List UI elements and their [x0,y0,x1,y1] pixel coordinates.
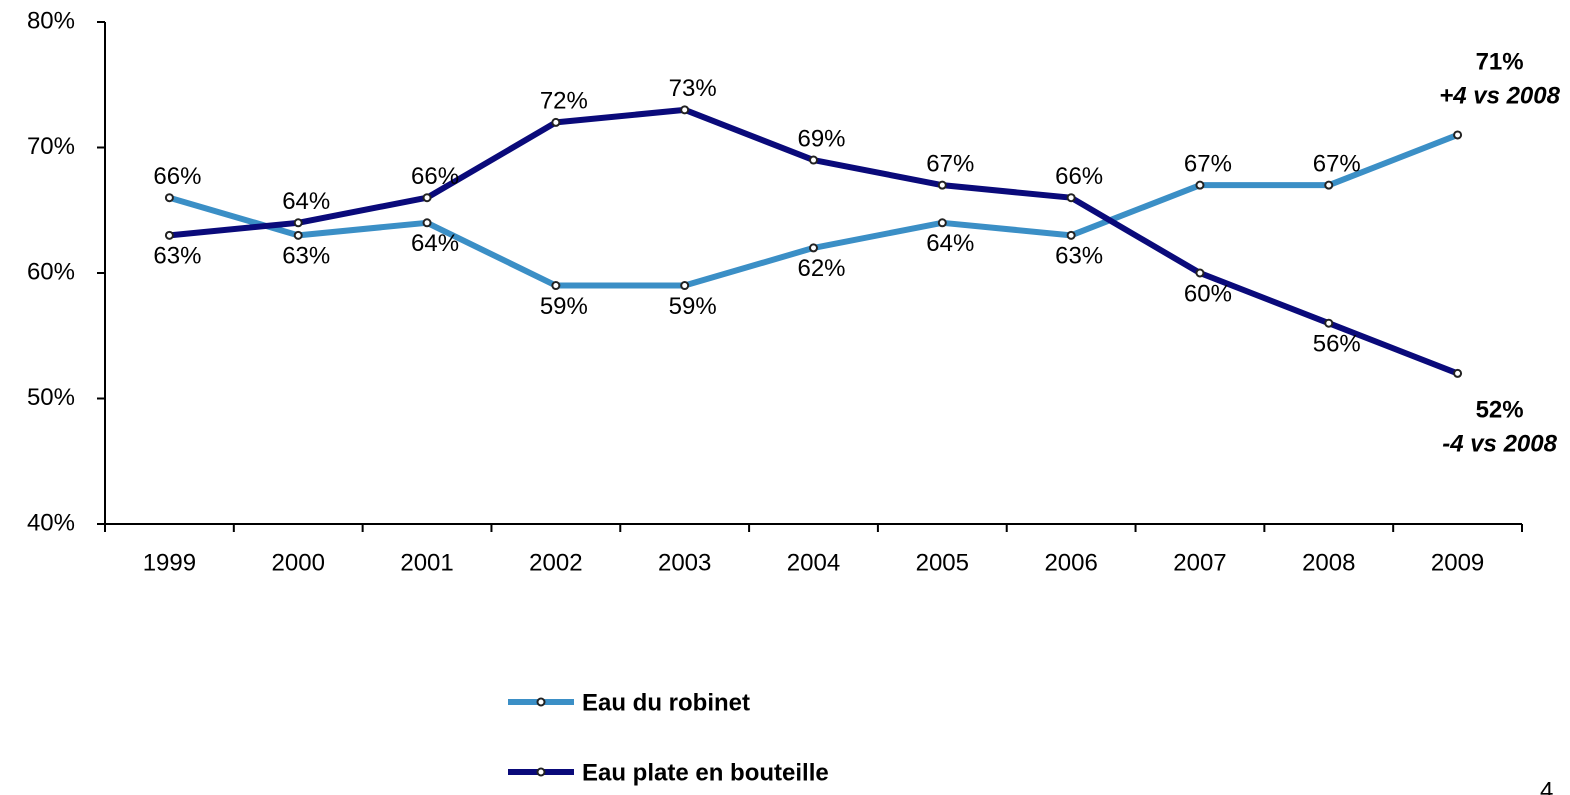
data-label: 67% [926,150,974,177]
x-tick-label: 2002 [529,549,582,576]
data-label: 72% [540,88,588,115]
x-tick-label: 2003 [658,549,711,576]
data-label: 63% [282,243,330,270]
data-label: 59% [669,293,717,320]
legend-label: Eau plate en bouteille [582,759,829,786]
marker [937,180,947,190]
marker [551,281,561,291]
data-label: 66% [153,163,201,190]
marker [680,281,690,291]
marker [293,218,303,228]
marker [1066,193,1076,203]
data-label: 64% [282,188,330,215]
marker [551,117,561,127]
marker [164,193,174,203]
data-label: 67% [1313,150,1361,177]
x-tick-label: 2009 [1431,549,1484,576]
data-label: 52% [1476,397,1524,424]
y-tick-label: 60% [27,258,75,285]
x-tick-label: 2001 [400,549,453,576]
annotation: -4 vs 2008 [1442,431,1557,458]
marker [809,155,818,165]
marker [680,105,690,115]
x-tick-label: 2006 [1044,549,1097,576]
data-label: 63% [153,243,201,270]
data-label: 56% [1313,331,1361,358]
data-label: 69% [797,125,845,152]
page-number: 4 [1540,777,1553,795]
x-tick-label: 1999 [143,549,196,576]
legend-marker [536,767,546,777]
data-label: 66% [411,163,459,190]
marker [937,218,947,228]
annotation: +4 vs 2008 [1439,82,1560,109]
data-label: 66% [1055,163,1103,190]
marker [422,193,432,203]
x-tick-label: 2004 [787,549,840,576]
y-tick-label: 40% [27,509,75,536]
marker [1453,130,1463,140]
marker [1195,268,1205,278]
marker [1195,180,1205,190]
marker [164,230,174,240]
marker [1324,318,1334,328]
legend-marker [536,697,546,707]
data-label: 71% [1476,48,1524,75]
data-label: 60% [1184,280,1232,307]
y-tick-label: 70% [27,133,75,160]
data-label: 63% [1055,243,1103,270]
data-label: 59% [540,293,588,320]
y-tick-label: 50% [27,384,75,411]
data-label: 62% [797,255,845,282]
x-tick-label: 2000 [272,549,325,576]
marker [1453,368,1463,378]
data-label: 64% [926,230,974,257]
marker [293,230,303,240]
data-label: 73% [669,75,717,102]
marker [1324,180,1334,190]
y-tick-label: 80% [27,7,75,34]
legend-label: Eau du robinet [582,689,750,716]
marker [422,218,432,228]
x-tick-label: 2005 [916,549,969,576]
data-label: 67% [1184,150,1232,177]
x-tick-label: 2007 [1173,549,1226,576]
marker [1066,230,1076,240]
data-label: 64% [411,230,459,257]
marker [809,243,818,253]
x-tick-label: 2008 [1302,549,1355,576]
